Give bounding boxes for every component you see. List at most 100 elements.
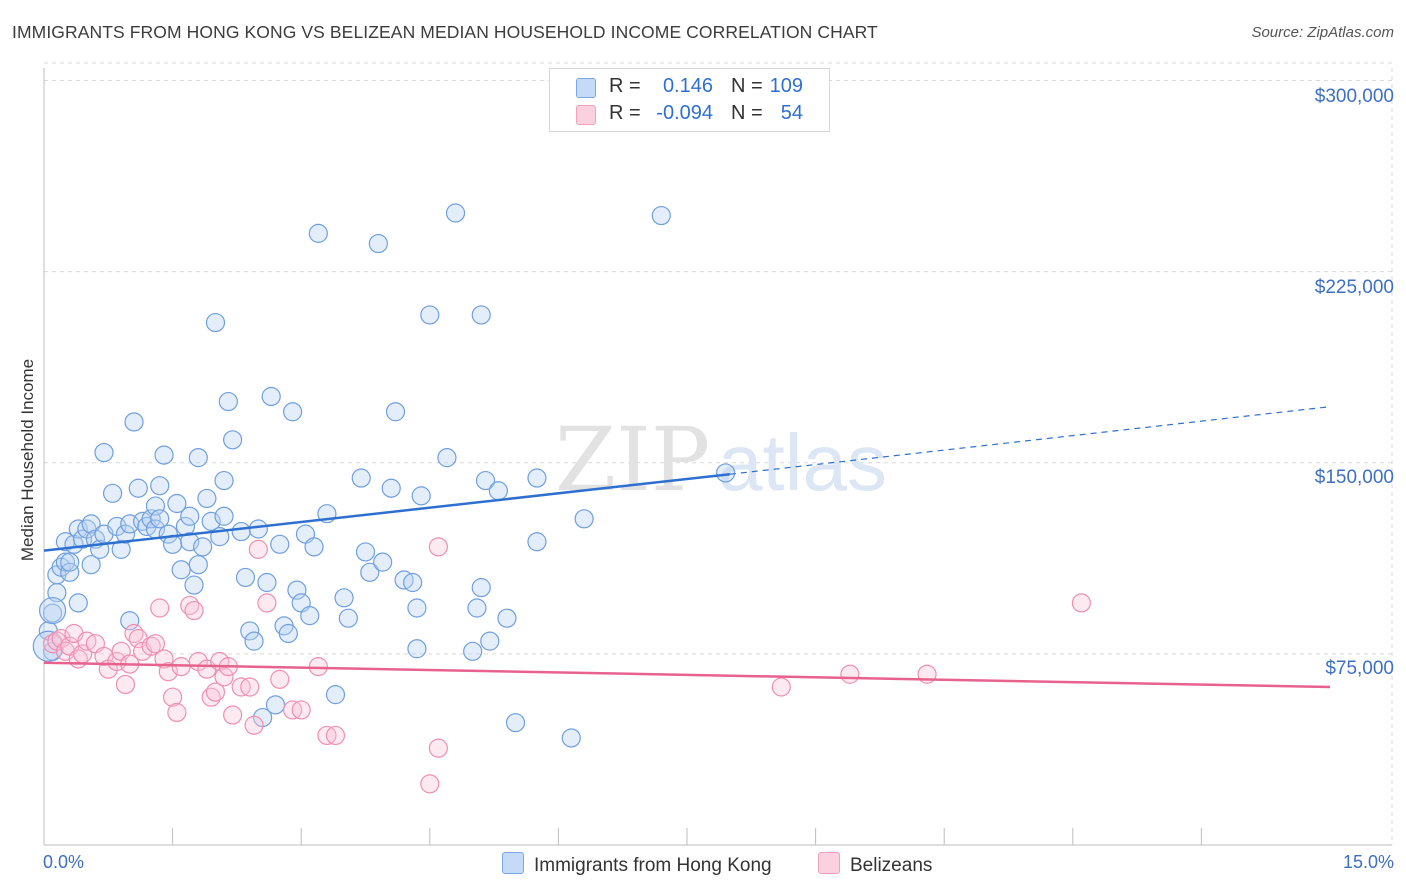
data-point xyxy=(167,493,187,514)
data-point xyxy=(308,223,328,243)
data-point xyxy=(60,562,80,582)
data-point xyxy=(42,603,63,623)
data-point xyxy=(171,560,191,580)
data-point xyxy=(145,634,166,654)
data-point xyxy=(505,713,526,733)
data-point xyxy=(124,412,144,432)
data-point xyxy=(158,524,178,544)
data-point xyxy=(128,478,148,498)
data-point xyxy=(527,532,547,552)
data-point xyxy=(265,695,286,715)
data-point xyxy=(420,305,440,325)
trend-line-hong-kong xyxy=(43,472,731,552)
data-point xyxy=(407,639,427,659)
data-point xyxy=(115,524,136,544)
data-point xyxy=(94,646,114,667)
data-point xyxy=(115,674,136,695)
legend-r-value: 0.146 xyxy=(662,75,713,97)
data-point xyxy=(214,470,234,491)
series-swatch-hong-kong xyxy=(502,852,524,874)
data-point xyxy=(471,578,491,598)
data-point xyxy=(184,575,204,595)
data-point xyxy=(651,205,671,226)
data-point xyxy=(145,496,166,516)
data-point xyxy=(68,593,88,613)
data-point xyxy=(188,448,208,468)
legend-n-value: 54 xyxy=(780,102,803,124)
data-point xyxy=(475,470,496,491)
data-point xyxy=(445,203,466,223)
data-point xyxy=(163,687,183,707)
data-point xyxy=(840,664,860,684)
grid-lines xyxy=(44,62,1393,845)
data-point xyxy=(94,442,114,463)
data-point xyxy=(205,312,226,333)
data-point xyxy=(244,631,264,651)
data-point xyxy=(55,552,76,572)
data-point xyxy=(355,542,376,562)
series-legend-belizean: Belizeans xyxy=(818,852,932,877)
legend-row-belizean: R = -0.094 N = 54 xyxy=(550,100,829,128)
data-point xyxy=(102,483,123,503)
data-point xyxy=(270,534,290,554)
data-point xyxy=(240,677,260,697)
series-swatch-belizean xyxy=(818,852,840,874)
trend-lines xyxy=(43,406,1331,689)
data-point xyxy=(201,511,221,531)
data-point xyxy=(381,478,401,498)
data-point xyxy=(193,537,213,557)
legend-n-label: N = xyxy=(731,75,763,97)
data-point xyxy=(150,509,170,529)
data-point xyxy=(467,598,487,618)
data-point xyxy=(218,391,238,412)
data-point xyxy=(81,555,101,575)
zipatlas-watermark: ZIP atlas xyxy=(555,408,887,511)
data-point xyxy=(154,649,174,669)
data-point xyxy=(385,402,406,422)
axes xyxy=(43,68,1392,846)
y-axis-title: Median Household Income xyxy=(18,358,37,562)
series-hong-kong-points xyxy=(32,203,736,748)
data-point xyxy=(437,448,457,468)
data-point xyxy=(180,506,200,526)
data-point xyxy=(205,682,226,702)
legend-n-value: 109 xyxy=(769,75,803,97)
data-point xyxy=(60,552,80,572)
data-point xyxy=(407,598,427,618)
x-tick-label-max: 15.0% xyxy=(1342,852,1394,872)
data-point xyxy=(527,468,547,488)
data-point xyxy=(223,430,243,450)
data-point xyxy=(368,233,388,254)
legend-r-label: R = xyxy=(609,102,641,124)
data-point xyxy=(184,600,204,621)
data-point xyxy=(197,488,217,509)
data-point xyxy=(1071,593,1091,613)
trend-line-belizean xyxy=(43,661,1331,689)
data-point xyxy=(403,572,423,593)
watermark-atlas: atlas xyxy=(718,418,887,507)
legend-r-value: -0.094 xyxy=(656,102,713,124)
legend-row-hong-kong: R = 0.146 N = 109 xyxy=(550,73,829,101)
data-point xyxy=(257,572,277,593)
data-point xyxy=(351,468,371,488)
data-point xyxy=(257,593,277,613)
data-point xyxy=(283,402,303,422)
source-label: Source: ZipAtlas.com xyxy=(1251,24,1394,41)
watermark-zip: ZIP xyxy=(555,408,710,511)
data-point xyxy=(180,532,200,552)
data-point xyxy=(771,677,791,697)
data-point xyxy=(373,552,393,572)
data-point xyxy=(150,598,170,618)
data-point xyxy=(261,386,281,407)
data-point xyxy=(488,481,508,501)
data-point xyxy=(240,621,260,641)
data-point xyxy=(325,685,346,705)
data-point xyxy=(154,445,174,465)
data-point xyxy=(158,662,178,682)
y-tick-label: $75,000 xyxy=(1325,658,1394,679)
data-point xyxy=(497,608,517,628)
data-point xyxy=(167,702,187,723)
data-point xyxy=(463,641,483,661)
legend-swatch-hong-kong xyxy=(576,78,596,98)
series-belizean-points xyxy=(42,537,1091,794)
